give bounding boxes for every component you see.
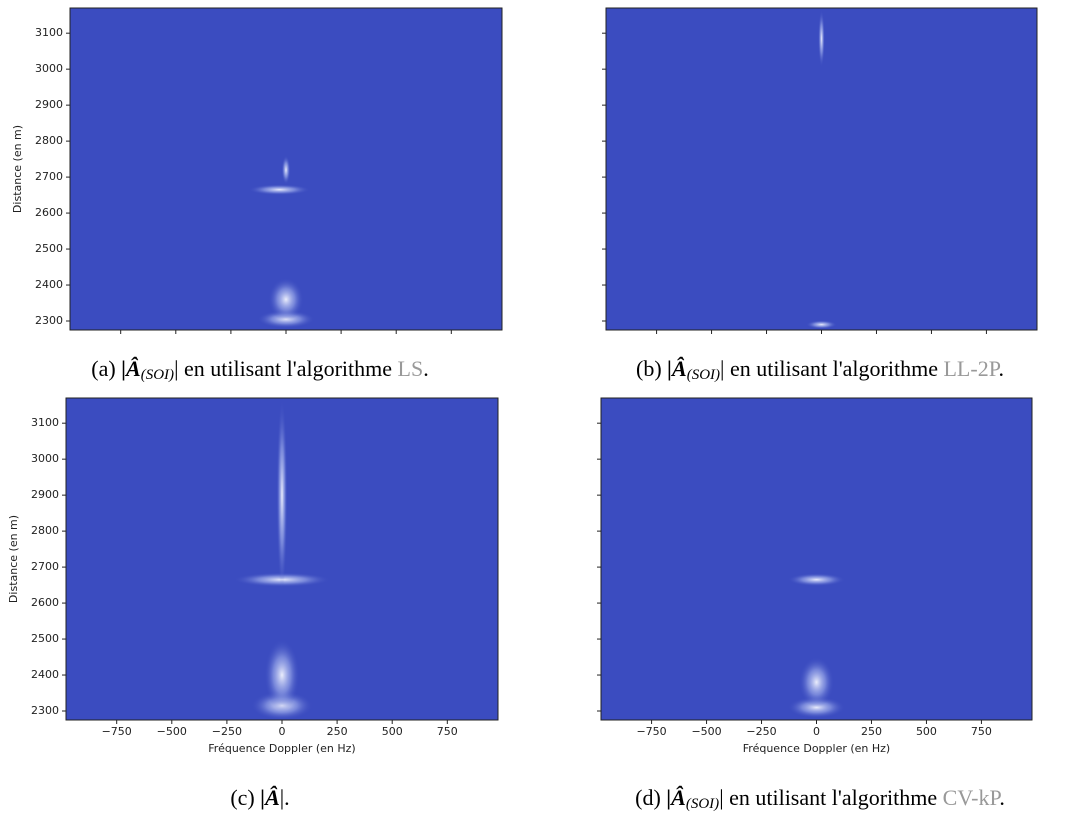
caption-subscript: (SOI) (141, 367, 174, 383)
caption-text: en utilisant l'algorithme (729, 785, 937, 810)
y-tick-label: 3000 (31, 452, 59, 465)
panel: −750 −500 −250 0 250 500 750 2300 2400 2500 2600 27… (7, 397, 499, 810)
y-tick-label: 2900 (35, 98, 63, 111)
panel: 2300 2400 2500 2600 2700 2800 2900 3000 3100 Dist… (11, 7, 503, 383)
hotspot (276, 398, 288, 593)
y-tick-label: 2300 (35, 314, 63, 327)
hotspots (233, 398, 331, 720)
x-axis-label: Fréquence Doppler (en Hz) (208, 742, 355, 755)
x-tick-label: 250 (327, 725, 348, 738)
hotspot (806, 320, 837, 329)
caption-symbol: |Â (121, 356, 141, 381)
caption-bar: |. (280, 785, 290, 810)
caption-prefix: (a) (91, 356, 115, 381)
x-tick-label: −250 (212, 725, 242, 738)
y-axis-label: Distance (en m) (7, 515, 20, 603)
x-tick-label: −500 (157, 725, 187, 738)
hotspots (248, 155, 315, 329)
y-tick-label: 2900 (31, 488, 59, 501)
caption: (a) |Â(SOI)| en utilisant l'algorithme L… (91, 356, 428, 383)
x-tick-label: 500 (382, 725, 403, 738)
caption-text: en utilisant l'algorithme (730, 356, 938, 381)
x-axis-label: Fréquence Doppler (en Hz) (743, 742, 890, 755)
hotspot (798, 657, 835, 708)
y-axis-label: Distance (en m) (11, 125, 24, 213)
hotspot (818, 9, 825, 68)
x-tick-label: 750 (437, 725, 458, 738)
y-tick-label: 2500 (35, 242, 63, 255)
y-tick-label: 3100 (31, 416, 59, 429)
caption-bar: | (719, 785, 723, 810)
x-tick-label: 0 (813, 725, 820, 738)
hotspot (281, 155, 291, 185)
caption: (b) |Â(SOI)| en utilisant l'algorithme L… (636, 356, 1004, 383)
caption-subscript: (SOI) (687, 367, 720, 383)
caption-end: . (423, 356, 429, 381)
caption: (c) |Â|. (230, 785, 289, 810)
caption-symbol: |Â (666, 785, 686, 810)
y-tick-label: 2400 (35, 278, 63, 291)
y-tick-label: 2700 (31, 560, 59, 573)
caption-bar: | (174, 356, 178, 381)
caption-method: LS (398, 356, 424, 381)
caption-prefix: (c) (230, 785, 254, 810)
x-tick-label: −500 (691, 725, 721, 738)
y-tick-label: 2500 (31, 632, 59, 645)
y-tick-label: 3000 (35, 62, 63, 75)
y-tick-label: 2600 (35, 206, 63, 219)
y-tick-label: 2600 (31, 596, 59, 609)
hotspot (787, 696, 846, 719)
caption-bar: | (720, 356, 724, 381)
caption-method: LL-2P (943, 356, 1000, 381)
caption-end: . (998, 356, 1004, 381)
y-tick-label: 2800 (35, 134, 63, 147)
x-tick-label: 500 (916, 725, 937, 738)
hotspots (787, 573, 846, 719)
caption: (d) |Â(SOI)| en utilisant l'algorithme C… (635, 785, 1005, 812)
y-tick-label: 2400 (31, 668, 59, 681)
x-tick-label: −750 (636, 725, 666, 738)
caption-subscript: (SOI) (686, 796, 719, 812)
caption-prefix: (b) (636, 356, 662, 381)
hotspot (248, 184, 311, 196)
caption-symbol: |Â (260, 785, 280, 810)
y-tick-label: 2800 (31, 524, 59, 537)
hotspot (268, 277, 304, 322)
x-tick-label: 250 (861, 725, 882, 738)
hotspot (264, 639, 300, 712)
caption-prefix: (d) (635, 785, 661, 810)
caption-text: en utilisant l'algorithme (184, 356, 392, 381)
caption-symbol: |Â (667, 356, 687, 381)
x-tick-label: −750 (102, 725, 132, 738)
x-tick-label: 750 (971, 725, 992, 738)
panel: (b) |Â(SOI)| en utilisant l'algorithme L… (602, 7, 1038, 383)
hotspots (806, 9, 837, 329)
panel: −750 −500 −250 0 250 500 750 Fréquence Doppler … (597, 397, 1033, 812)
caption-method: CV-kP (943, 785, 1002, 810)
y-tick-label: 2300 (31, 704, 59, 717)
caption-end: . (999, 785, 1005, 810)
y-tick-label: 2700 (35, 170, 63, 183)
x-tick-label: 0 (279, 725, 286, 738)
hotspot (787, 573, 846, 587)
x-tick-label: −250 (746, 725, 776, 738)
y-tick-label: 3100 (35, 26, 63, 39)
